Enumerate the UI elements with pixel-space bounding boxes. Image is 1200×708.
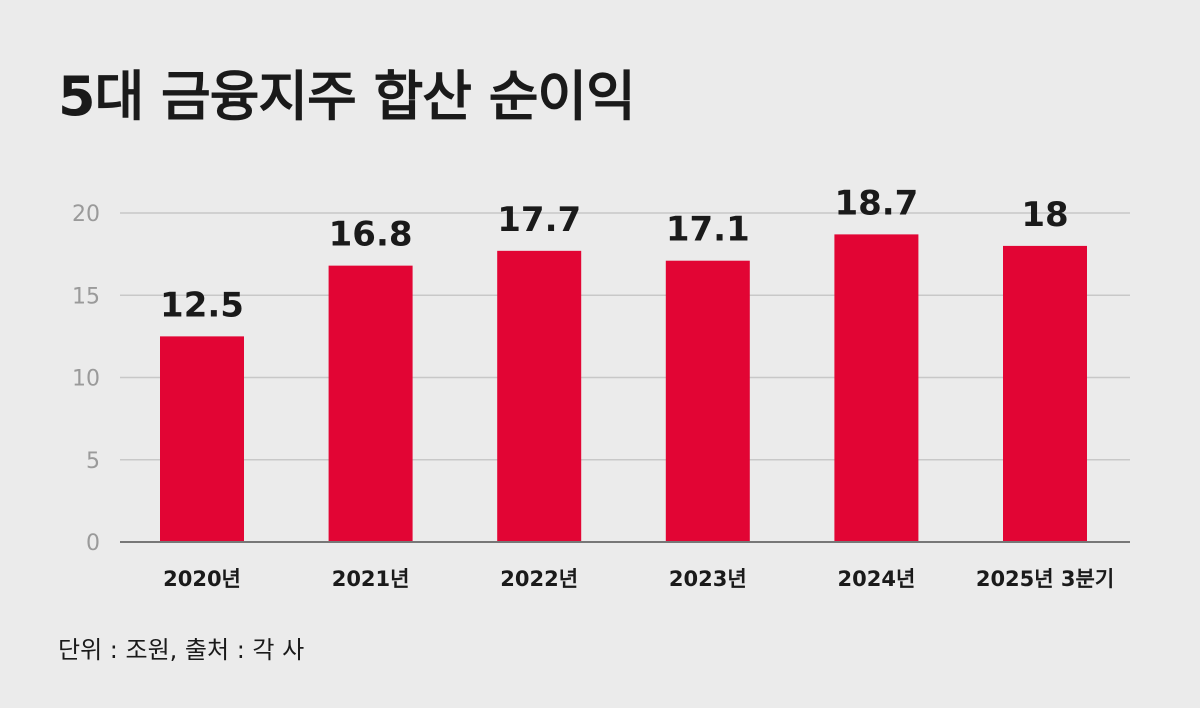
gridlines (120, 212, 1130, 461)
x-tick-label: 2020년 (163, 567, 241, 591)
data-label: 17.7 (497, 200, 581, 240)
x-tick-label: 2025년 3분기 (976, 567, 1114, 591)
data-label: 12.5 (160, 285, 244, 325)
x-tick-label: 2024년 (838, 567, 916, 591)
data-label: 18.7 (834, 183, 918, 223)
bar (328, 265, 413, 542)
source-note: 단위 : 조원, 출처 : 각 사 (58, 636, 305, 664)
chart-title: 5대 금융지주 합산 순이익 (58, 65, 636, 128)
data-label: 17.1 (666, 210, 750, 250)
data-label: 18 (1021, 195, 1068, 235)
y-axis-ticks: 0 5 10 15 20 (72, 202, 100, 556)
y-tick-label: 0 (86, 531, 100, 556)
data-labels: 12.5 16.8 17.7 17.1 18.7 18 (160, 183, 1069, 325)
bar (834, 234, 919, 542)
y-tick-label: 10 (72, 367, 100, 392)
data-label: 16.8 (329, 215, 413, 255)
bar (1003, 245, 1087, 542)
bar (160, 336, 244, 542)
bar (665, 260, 750, 542)
y-tick-label: 15 (72, 284, 100, 309)
y-tick-label: 5 (86, 449, 100, 474)
y-tick-label: 20 (72, 202, 100, 227)
x-tick-label: 2021년 (332, 567, 410, 591)
bar (497, 250, 582, 542)
x-tick-label: 2022년 (500, 567, 578, 591)
x-tick-label: 2023년 (669, 567, 747, 591)
x-axis-ticks: 2020년 2021년 2022년 2023년 2024년 2025년 3분기 (163, 567, 1114, 591)
bars (160, 234, 1087, 542)
